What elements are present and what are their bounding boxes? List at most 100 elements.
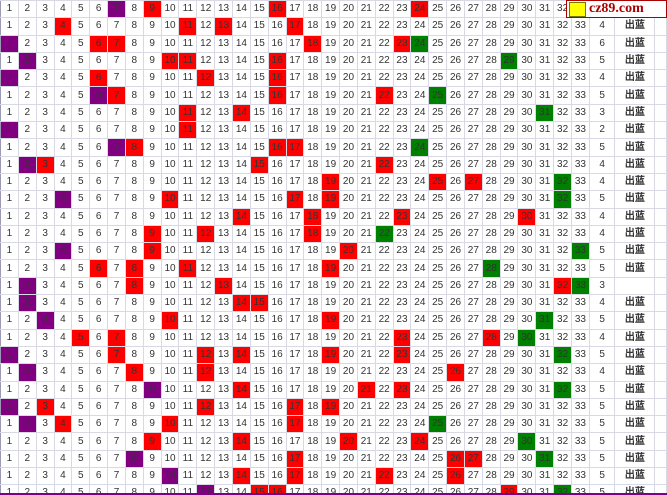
number-cell: 22 <box>374 242 394 261</box>
number-cell: 30 <box>517 121 537 140</box>
number-cell: 26 <box>446 172 465 192</box>
table-row: 1 2 3 4 5 6 7 8 9 10 11 12 13 14 15 16 17 18 19 20 21 22 23 24 2… <box>0 311 667 330</box>
number-cell: 33 <box>571 155 590 174</box>
number-cell: 2 <box>17 345 37 365</box>
number-cell: 3 <box>35 34 55 53</box>
number-cell: 17 <box>285 103 305 123</box>
number-cell: 1 <box>0 242 19 261</box>
row-tail-label[interactable]: 出蓝 <box>614 363 656 382</box>
row-tail-label[interactable]: 出蓝 <box>614 121 656 140</box>
number-cell: 4 <box>53 294 73 313</box>
number-cell: 23 <box>392 207 412 226</box>
number-cell: 20 <box>339 276 358 296</box>
number-cell: 9 <box>142 190 162 209</box>
row-tail-label[interactable]: 出蓝 <box>614 86 656 105</box>
row-tail-label[interactable]: 出蓝 <box>614 449 656 469</box>
number-cell: 13 <box>214 17 233 36</box>
number-cell: 6 <box>89 103 109 123</box>
row-pad-cell <box>654 155 667 174</box>
row-tail-label[interactable]: 出蓝 <box>614 172 656 192</box>
number-cell: 19 <box>321 86 341 105</box>
row-tail-label[interactable]: 出蓝 <box>614 17 656 36</box>
row-tail-label[interactable]: 出蓝 <box>614 51 656 71</box>
number-cell: 10 <box>160 138 180 157</box>
number-cell: 7 <box>107 51 126 71</box>
number-cell: 21 <box>356 467 376 486</box>
number-cell: 33 <box>571 138 590 157</box>
row-tail-label[interactable]: 出蓝 <box>614 484 656 495</box>
number-cell: 19 <box>321 190 341 209</box>
number-cell: 6 <box>89 242 109 261</box>
row-tail-label[interactable]: 出蓝 <box>614 69 656 88</box>
number-cell: 32 <box>553 467 572 486</box>
number-cell: 8 <box>124 207 144 226</box>
number-cell: 22 <box>374 190 394 209</box>
number-cell: 27 <box>463 86 483 105</box>
row-tail-label[interactable]: 出蓝 <box>614 328 656 347</box>
row-tail-label[interactable]: 出蓝 <box>614 380 656 399</box>
number-cell: 15 <box>249 0 269 19</box>
number-cell: 21 <box>356 17 376 36</box>
number-cell: 19 <box>321 0 341 19</box>
row-tail-label[interactable]: 出蓝 <box>614 294 656 313</box>
number-cell: 12 <box>196 345 216 365</box>
number-cell: 29 <box>499 224 519 244</box>
number-cell: 30 <box>517 69 537 88</box>
number-cell: 11 <box>178 224 198 244</box>
row-tail-label[interactable]: 出蓝 <box>614 155 656 174</box>
number-cell: 27 <box>463 345 483 365</box>
row-tail-label[interactable]: 出蓝 <box>614 345 656 365</box>
number-cell: 27 <box>463 224 483 244</box>
number-cell: 6 <box>89 294 109 313</box>
row-tail-label[interactable]: 出蓝 <box>614 397 656 417</box>
row-tail-label[interactable]: 出蓝 <box>614 207 656 226</box>
row-tail-label[interactable]: 出蓝 <box>614 103 656 123</box>
number-cell: 21 <box>356 432 376 451</box>
number-cell: 8 <box>124 69 144 88</box>
row-tail-label[interactable]: 出蓝 <box>614 224 656 244</box>
row-tail-label[interactable]: 出蓝 <box>614 311 656 330</box>
number-cell: 25 <box>428 449 448 469</box>
number-cell: 27 <box>463 34 483 53</box>
number-cell: 24 <box>410 432 430 451</box>
number-cell: 7 <box>107 121 126 140</box>
number-cell: 17 <box>285 363 305 382</box>
number-cell: 19 <box>321 467 341 486</box>
number-cell: 31 <box>535 190 555 209</box>
row-tail-label[interactable]: 出蓝 <box>614 138 656 157</box>
number-cell: 28 <box>481 121 501 140</box>
row-tail-label[interactable]: 出蓝 <box>614 34 656 53</box>
row-tail-label[interactable]: 出蓝 <box>614 259 656 278</box>
row-tail-label[interactable]: 出蓝 <box>614 242 656 261</box>
number-cell: 28 <box>481 415 501 434</box>
number-cell: 5 <box>71 138 91 157</box>
number-cell: 22 <box>374 69 394 88</box>
number-cell: 4 <box>53 17 73 36</box>
number-cell: 28 <box>481 34 501 53</box>
row-tail-label[interactable]: 出蓝 <box>614 467 656 486</box>
number-cell: 31 <box>535 121 555 140</box>
number-cell: 9 <box>142 155 162 174</box>
number-cell: 15 <box>249 190 269 209</box>
number-cell: 20 <box>339 363 358 382</box>
number-cell: 33 <box>571 103 590 123</box>
row-tail-label[interactable]: 出蓝 <box>614 432 656 451</box>
number-cell: 24 <box>410 294 430 313</box>
number-cell: 4 <box>53 121 73 140</box>
number-cell: 10 <box>160 380 180 399</box>
number-cell: 20 <box>339 345 358 365</box>
row-tail-label[interactable]: 出蓝 <box>614 415 656 434</box>
number-cell: 6 <box>89 328 109 347</box>
row-pad-cell <box>654 138 667 157</box>
number-cell: 4 <box>53 311 73 330</box>
number-cell: 17 <box>285 190 305 209</box>
number-cell: 6 <box>89 69 109 88</box>
number-cell: 13 <box>214 328 233 347</box>
number-cell: 28 <box>481 86 501 105</box>
number-cell: 9 <box>142 294 162 313</box>
number-cell: 16 <box>267 138 287 157</box>
number-cell: 24 <box>410 34 430 53</box>
number-cell: 9 <box>142 224 162 244</box>
row-tail-label[interactable] <box>614 276 656 296</box>
row-tail-label[interactable]: 出蓝 <box>614 190 656 209</box>
